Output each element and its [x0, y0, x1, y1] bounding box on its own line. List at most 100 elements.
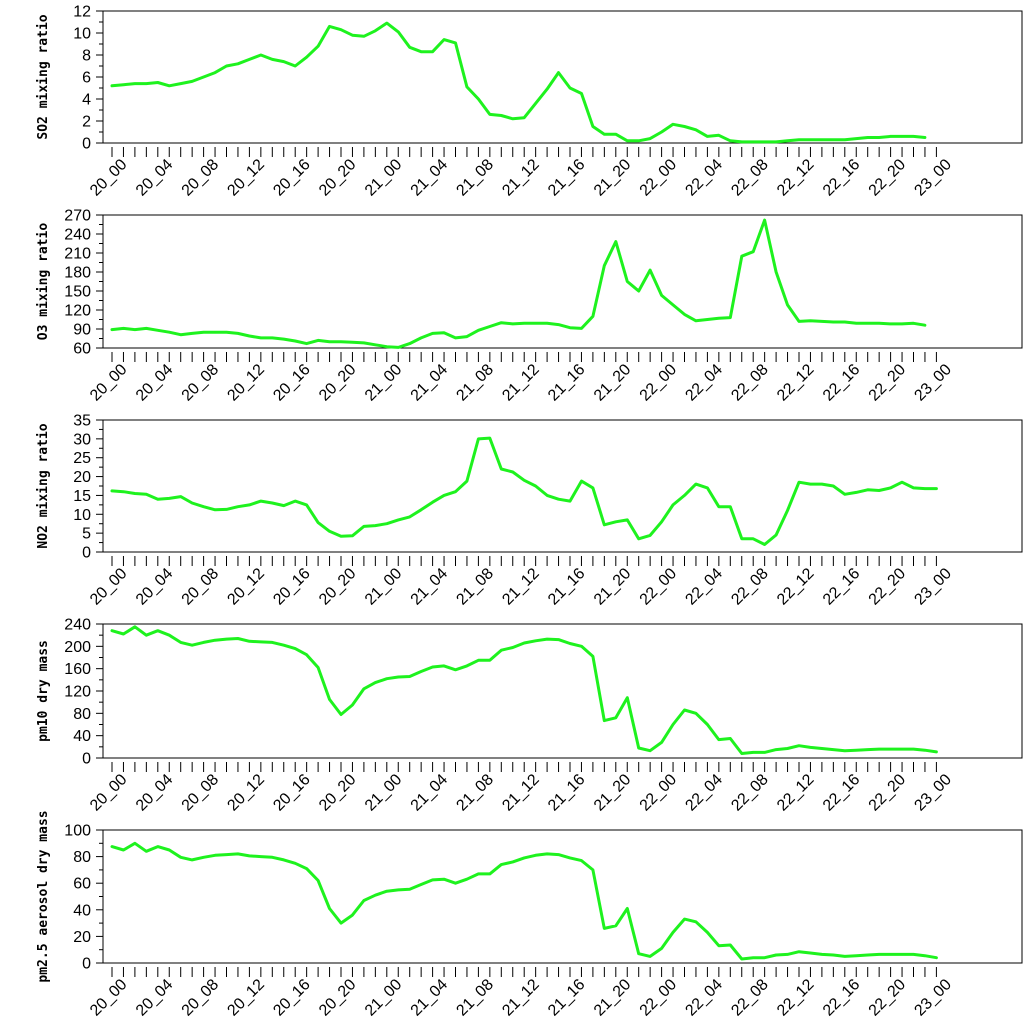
chart3-data-point — [935, 487, 938, 490]
chart4-data-point — [729, 737, 732, 740]
chart2-data-point — [294, 340, 297, 342]
chart4-data-point — [775, 748, 777, 751]
chart1-data-point — [878, 136, 880, 139]
chart3-ytick-label: 10 — [73, 507, 91, 524]
chart4-data-point — [672, 723, 674, 726]
chart5-data-point — [454, 882, 457, 884]
chart2-data-point — [798, 320, 800, 323]
chart2-data-point — [809, 320, 812, 322]
chart2-ytick-label: 120 — [64, 303, 91, 320]
chart5-xtick-label: 21_20 — [591, 976, 635, 1020]
chart1-data-point — [821, 138, 823, 141]
chart5-data-point — [271, 856, 274, 859]
chart5-data-point — [706, 931, 709, 934]
chart4-data-point — [592, 655, 594, 658]
chart3-xtick-label: 22_00 — [637, 565, 681, 609]
chart5-data-point — [718, 944, 720, 947]
chart3-data-point — [512, 471, 514, 473]
chart1-xtick-label: 21_20 — [591, 156, 635, 200]
chart3-xtick-label: 21_12 — [499, 565, 543, 609]
chart5-data-point — [557, 853, 560, 856]
chart3-data-point — [798, 481, 800, 484]
chart3-xtick-label: 20_16 — [270, 565, 314, 609]
chart4-data-point — [580, 645, 583, 648]
chart1-data-point — [420, 50, 422, 53]
chart5-data-point — [443, 878, 445, 880]
chart2-data-point — [408, 342, 411, 345]
chart5-xtick-label: 21_16 — [545, 976, 589, 1020]
chart4-series-line — [110, 625, 938, 755]
chart5-data-point — [328, 907, 331, 910]
chart5-xtick-label: 20_12 — [224, 976, 268, 1020]
chart2-data-point — [660, 294, 663, 297]
chart4-xtick-label: 21_00 — [362, 771, 406, 815]
chart5-data-point — [340, 922, 342, 924]
chart3-data-point — [317, 521, 319, 524]
chart1-data-point — [500, 114, 503, 117]
chart2-data-point — [786, 304, 789, 306]
chart2-xtick-label: 21_08 — [453, 361, 497, 405]
chart2-data-point — [489, 325, 491, 328]
chart4-data-point — [683, 709, 686, 711]
chart5-data-point — [889, 953, 892, 956]
chart2-series-line — [110, 218, 927, 349]
chart4-data-point — [660, 741, 663, 744]
chart4-data-point — [397, 676, 400, 678]
chart2-data-point — [557, 323, 560, 326]
chart1-data-point — [855, 137, 858, 140]
chart5-data-point — [283, 859, 285, 861]
chart2-xtick-label: 21_16 — [545, 361, 589, 405]
chart2-data-point — [454, 337, 457, 339]
chart4-xtick-label: 20_08 — [179, 771, 223, 815]
chart5-data-point — [626, 907, 629, 910]
chart2-data-point — [695, 320, 697, 322]
chart1-ytick-label: 6 — [82, 70, 91, 87]
chart3-xtick-label: 23_00 — [911, 565, 955, 609]
chart3-xtick-label: 21_16 — [545, 565, 589, 609]
chart5-data-point — [695, 921, 697, 923]
chart2-xtick-label: 21_12 — [499, 361, 543, 405]
chart3-data-point — [695, 483, 697, 485]
chart4-data-point — [122, 633, 125, 635]
chart1-ytick-label: 10 — [73, 26, 91, 43]
chart4-data-point — [294, 647, 297, 650]
chart4-data-point — [363, 688, 365, 690]
chart3-data-point — [523, 479, 525, 482]
chart2-data-point — [855, 322, 858, 325]
chart4-data-point — [489, 659, 491, 662]
chart4-ytick-label: 240 — [64, 617, 91, 634]
chart2-data-point — [672, 304, 674, 306]
chart1-data-point — [660, 131, 663, 133]
chart4-data-point — [500, 649, 503, 651]
chart3-data-point — [386, 522, 388, 525]
chart5-ytick-label: 60 — [73, 876, 91, 893]
chart4-data-point — [374, 681, 377, 684]
chart4-ytick-label: 40 — [73, 728, 91, 745]
chart5-data-point — [775, 954, 777, 956]
chart4-data-point — [798, 744, 800, 747]
chart4-data-point — [786, 747, 789, 750]
chart1-data-point — [523, 116, 525, 119]
chart4-data-point — [809, 746, 812, 749]
chart2-data-point — [832, 321, 835, 323]
chart4-data-point — [283, 644, 285, 646]
chart5-data-point — [546, 853, 548, 855]
chart1-data-point — [832, 138, 835, 141]
chart3-data-point — [122, 490, 125, 493]
chart5-data-point — [660, 947, 663, 950]
chart4-xtick-label: 22_20 — [866, 771, 910, 815]
chart3-xtick-label: 22_12 — [774, 565, 818, 609]
chart1-xtick-label: 22_12 — [774, 156, 818, 200]
chart4-plot-frame — [102, 623, 1023, 759]
chart2-xtick-label: 21_00 — [362, 361, 406, 405]
chart1-data-point — [317, 45, 319, 47]
chart1-data-point — [294, 65, 297, 67]
chart4-data-point — [855, 749, 858, 751]
chart3-data-point — [305, 504, 308, 506]
chart3-xtick-label: 22_16 — [820, 565, 864, 609]
chart3-xtick-label: 22_08 — [728, 565, 772, 609]
chart4-ytick-label: 120 — [64, 684, 91, 701]
chart4-ytick-label: 200 — [64, 639, 91, 656]
chart4-xtick-label: 20_00 — [87, 771, 131, 815]
